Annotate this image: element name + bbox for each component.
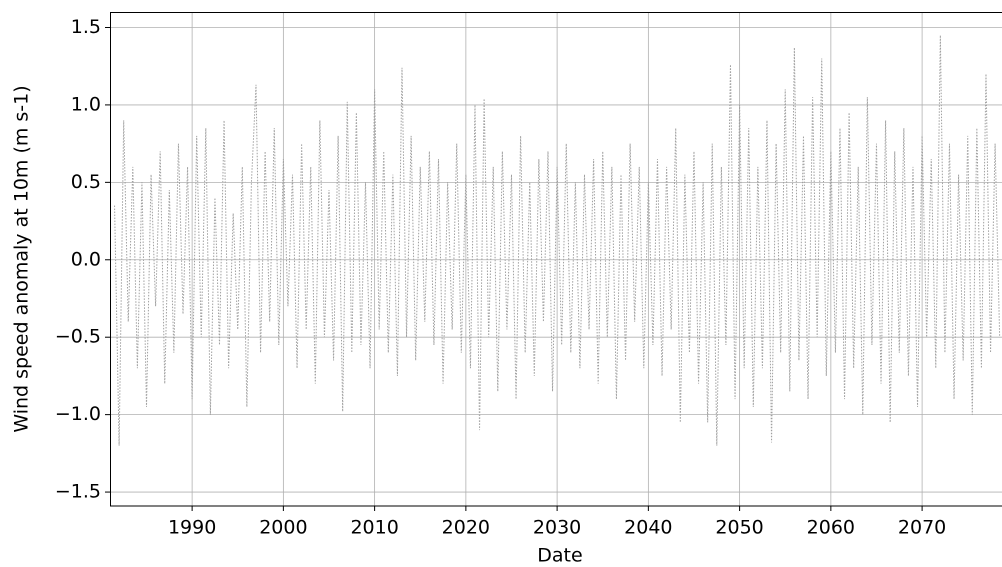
ticks: −1.5 −1.0 −0.5 0.0 0.5 1.0 1.5 1990 2000 2010 2020… xyxy=(55,16,946,539)
grid xyxy=(110,12,1002,506)
x-tick-label: 2010 xyxy=(350,517,398,539)
x-tick-label: 2040 xyxy=(624,517,672,539)
x-tick-label: 2050 xyxy=(715,517,763,539)
y-tick-label: −1.0 xyxy=(55,403,101,425)
y-tick-label: 0.0 xyxy=(71,248,101,270)
y-tick-label: 0.5 xyxy=(71,171,101,193)
y-tick-label: 1.5 xyxy=(71,16,101,38)
x-tick-label: 2000 xyxy=(259,517,307,539)
x-tick-label: 1990 xyxy=(168,517,216,539)
y-axis-label: Wind speed anomaly at 10m (m s-1) xyxy=(11,85,33,432)
y-tick-label: −0.5 xyxy=(55,326,101,348)
axes-frame xyxy=(110,12,1002,507)
y-tick-label: −1.5 xyxy=(55,481,101,503)
x-axis-label: Date xyxy=(537,545,582,567)
x-tick-label: 2060 xyxy=(807,517,855,539)
y-tick-label: 1.0 xyxy=(71,93,101,115)
data-line xyxy=(114,35,1001,446)
plot-area xyxy=(114,35,1001,446)
x-tick-label: 2020 xyxy=(442,517,490,539)
x-tick-label: 2030 xyxy=(533,517,581,539)
x-tick-label: 2070 xyxy=(898,517,946,539)
